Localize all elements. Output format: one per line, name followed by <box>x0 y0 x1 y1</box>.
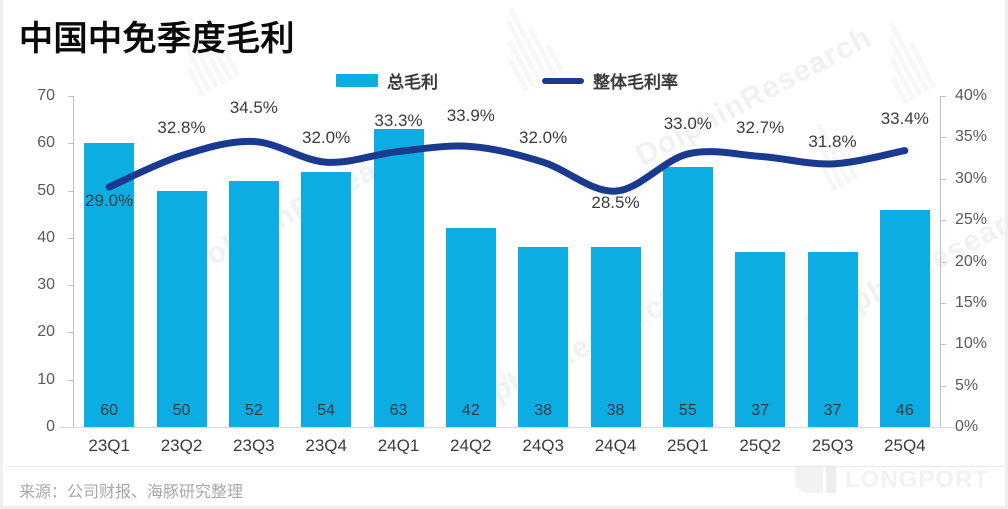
x-axis-tick-label: 25Q2 <box>739 436 781 455</box>
bar-value-label: 37 <box>751 402 770 419</box>
left-axis-labels: 70 60 50 40 30 20 10 0 <box>3 87 63 435</box>
bar-value-label: 37 <box>823 402 842 419</box>
x-axis-tick-label: 23Q1 <box>88 436 130 455</box>
bar-value-label: 46 <box>895 402 914 419</box>
x-axis-tick-label: 24Q1 <box>377 436 420 455</box>
line-series <box>105 137 909 195</box>
line-value-label: 32.8% <box>157 117 206 137</box>
legend-item-line[interactable]: 整体毛利率 <box>542 68 678 93</box>
legend-item-bar[interactable]: 总毛利 <box>336 68 438 93</box>
x-axis-tick-label: 25Q4 <box>884 436 926 455</box>
x-axis-tick-label: 24Q3 <box>522 436 564 455</box>
x-axis-tick-label: 23Q2 <box>160 436 203 455</box>
right-axis-tick-label: 30% <box>955 169 988 187</box>
bar <box>735 252 786 427</box>
bar-value-label: 50 <box>172 402 191 419</box>
right-axis-tick-label: 40% <box>955 87 988 104</box>
x-axis-tick-label: 24Q4 <box>594 436 637 455</box>
line-value-label: 33.4% <box>880 108 929 128</box>
legend-line-swatch-icon <box>542 77 584 84</box>
bar-value-label: 42 <box>461 402 480 419</box>
x-axis-baseline <box>59 427 955 428</box>
bar <box>301 171 352 427</box>
x-axis-tick-label: 23Q3 <box>233 436 275 455</box>
bar-value-label: 63 <box>389 402 408 419</box>
bar <box>662 166 713 427</box>
line-value-label: 32.0% <box>519 128 568 148</box>
left-axis-tick-label: 60 <box>37 134 55 152</box>
plot-area: 60 50 52 54 63 42 38 38 55 37 37 46 29.0% 32.8% 34.5%… <box>59 96 955 428</box>
legend-item-label: 整体毛利率 <box>593 73 678 92</box>
bar-value-label: 38 <box>534 402 553 419</box>
right-axis-tick-label: 5% <box>955 376 979 394</box>
x-axis-tick-label: 25Q3 <box>811 436 854 455</box>
longport-logo-icon <box>826 467 836 493</box>
bar <box>518 247 569 427</box>
bar-value-label: 52 <box>244 402 263 419</box>
line-value-label: 32.7% <box>736 118 785 138</box>
bar <box>807 252 858 427</box>
left-axis-tick-label: 50 <box>37 181 55 199</box>
line-value-label: 33.3% <box>374 111 423 131</box>
right-axis-tick-label: 10% <box>955 335 988 353</box>
right-axis-tick-label: 35% <box>955 128 988 146</box>
left-axis-tick-label: 20 <box>37 323 55 341</box>
bar <box>228 181 279 427</box>
x-axis-tick-label: 23Q4 <box>305 436 347 455</box>
footer-divider <box>6 466 1005 467</box>
right-axis-tick-label: 15% <box>955 293 988 311</box>
legend-item-label: 总毛利 <box>387 73 438 92</box>
brand-watermark: LONGPORT <box>795 466 989 494</box>
bar-series: 60 50 52 54 63 42 38 38 55 37 37 46 <box>73 96 941 427</box>
source-note: 来源：公司财报、海豚研究整理 <box>19 484 244 501</box>
line-value-label: 34.5% <box>229 97 278 117</box>
left-axis-tick-label: 30 <box>37 276 55 294</box>
chart-legend: 总毛利 整体毛利率 <box>3 68 1005 93</box>
line-value-label: 28.5% <box>591 193 640 213</box>
bar-value-label: 54 <box>317 402 336 419</box>
left-axis-tick-label: 0 <box>46 418 55 435</box>
line-value-label: 32.0% <box>302 128 351 148</box>
bar-value-label: 55 <box>678 402 697 419</box>
bar <box>590 247 641 427</box>
left-axis-tick-label: 40 <box>37 228 55 246</box>
x-axis-tick-label: 25Q1 <box>667 436 709 455</box>
line-value-label: 29.0% <box>85 191 134 211</box>
right-axis-tick-label: 0% <box>955 418 979 435</box>
legend-bar-swatch-icon <box>336 74 378 87</box>
bar <box>879 209 930 427</box>
bar <box>156 190 207 427</box>
left-axis-tick-label: 70 <box>37 87 55 104</box>
right-axis-labels: 40% 35% 30% 25% 20% 15% 10% 5% 0% <box>951 87 1005 435</box>
right-axis-tick-label: 20% <box>955 252 988 270</box>
bar <box>84 143 135 427</box>
x-axis-tick-label: 24Q2 <box>450 436 492 455</box>
line-value-label: 31.8% <box>808 131 857 151</box>
page-title: 中国中免季度毛利 <box>19 20 295 58</box>
longport-logo-icon <box>795 467 823 493</box>
bar-value-label: 38 <box>606 402 625 419</box>
right-axis-line <box>940 96 941 427</box>
x-axis-labels: 23Q1 23Q2 23Q3 23Q4 24Q1 24Q2 24Q3 24Q4 25Q1 25Q2… <box>73 436 941 462</box>
brand-name: LONGPORT <box>845 466 989 493</box>
left-axis-tick-label: 10 <box>37 370 55 388</box>
bar-value-label: 60 <box>100 402 119 419</box>
bar <box>373 129 424 427</box>
line-value-label: 33.0% <box>663 113 712 133</box>
right-axis-tick-label: 25% <box>955 211 988 229</box>
line-value-label: 33.9% <box>446 106 495 126</box>
left-axis-line <box>73 96 74 427</box>
